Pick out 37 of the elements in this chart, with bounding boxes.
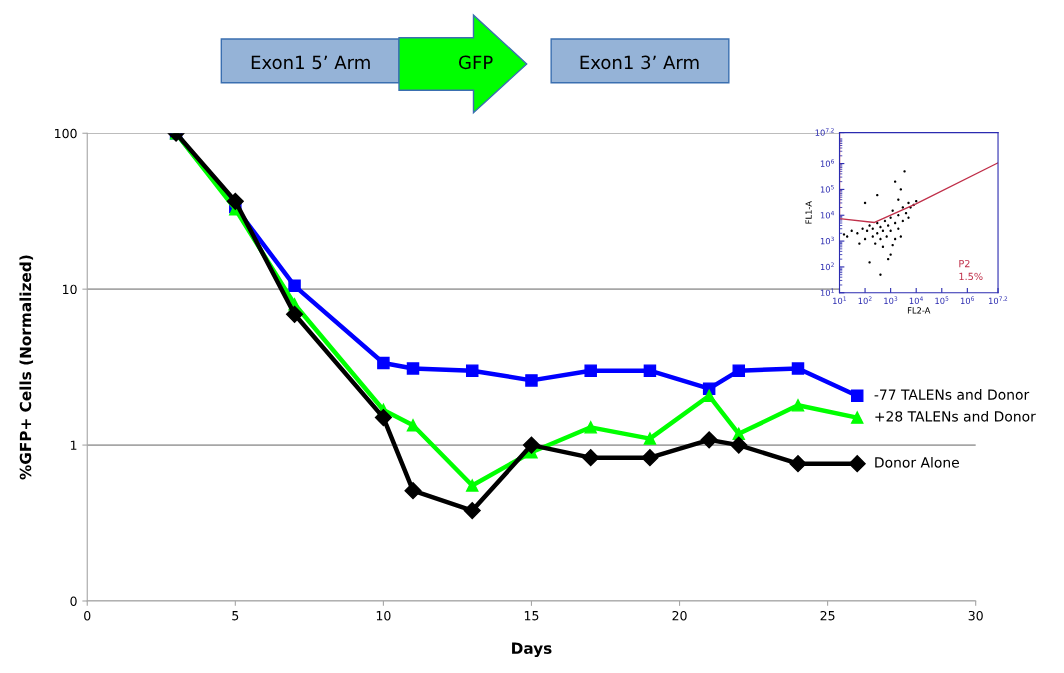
series-label: Donor Alone	[875, 456, 959, 468]
text: Exon1 3’ Arm	[580, 55, 699, 70]
y-tick-label: 10$^{1}$	[820, 288, 834, 296]
x-tick-label: 30	[968, 610, 983, 621]
y-tick-label: 1	[70, 440, 77, 450]
text: GFP	[458, 55, 493, 70]
y-tick-label: 10$^{6}$	[820, 159, 834, 167]
x-tick-label: 10$^{6}$	[960, 296, 975, 304]
text: Exon1 5’ Arm	[251, 55, 370, 70]
y-tick-label: 10$^{3}$	[820, 236, 834, 245]
y-tick-label: 10$^{2}$	[820, 262, 834, 271]
y-tick-label: 100	[55, 128, 77, 139]
annotation: 1.5%	[959, 272, 983, 281]
series-label: +28 TALENs and Donor	[875, 410, 1036, 422]
x-axis-title: FL2-A	[907, 307, 931, 314]
y-axis-title: FL1-A	[805, 201, 812, 224]
x-tick-label: 25	[820, 610, 835, 621]
x-tick-label: 10$^{1}$	[833, 296, 847, 305]
x-tick-label: 10$^{2}$	[858, 296, 872, 304]
y-tick-label: 10$^{5}$	[820, 185, 834, 193]
annotation: P2	[959, 259, 970, 268]
x-tick-label: 5	[232, 611, 239, 621]
y-tick-label: 10$^{4}$	[820, 210, 835, 219]
x-tick-label: 10$^{4}$	[909, 296, 923, 305]
y-tick-label: 10	[62, 284, 77, 295]
x-tick-label: 10$^{5}$	[935, 296, 949, 305]
x-tick-label: 0	[84, 610, 91, 621]
series-label: -77 TALENs and Donor	[874, 389, 1030, 400]
x-tick-label: 15	[524, 611, 539, 621]
y-tick-label: 10$^{7.2}$	[815, 128, 834, 136]
x-axis-title: Days	[512, 642, 552, 658]
y-tick-label: 0	[70, 596, 77, 606]
x-tick-label: 10	[376, 610, 391, 621]
x-tick-label: 20	[672, 610, 687, 621]
x-tick-label: 10$^{3}$	[884, 296, 898, 304]
x-tick-label: 10$^{7.2}$	[988, 296, 1008, 304]
y-axis-title: %GFP+ Cells (Normalized)	[19, 255, 34, 480]
